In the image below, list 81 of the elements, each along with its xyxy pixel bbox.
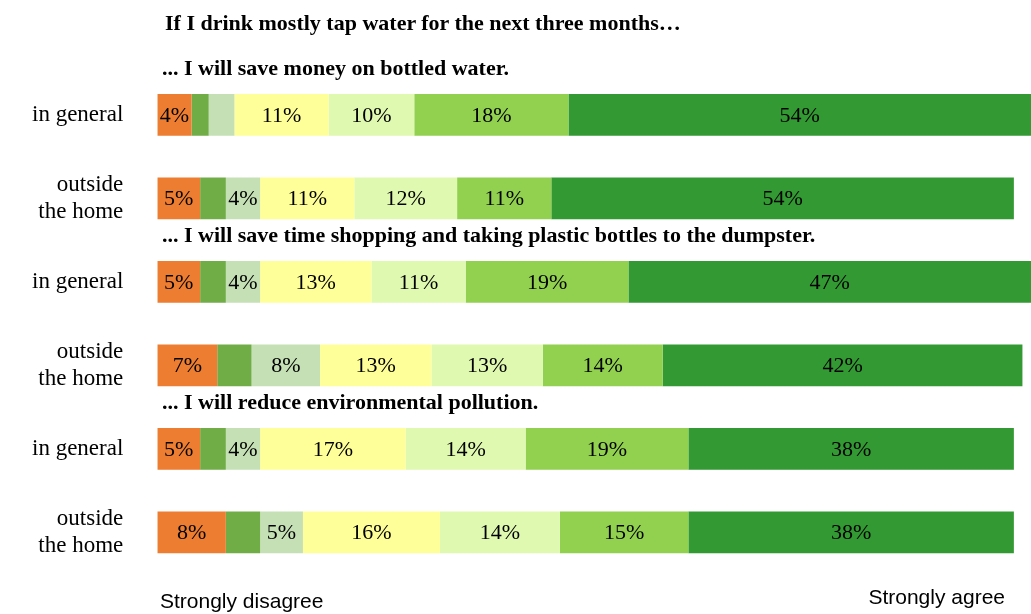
data-label: 47%: [809, 268, 850, 294]
bar: [260, 428, 406, 470]
data-label: 54%: [762, 185, 803, 211]
data-label: 11%: [287, 185, 327, 211]
bar: [551, 177, 1014, 220]
y-tick-label: outside the home: [38, 504, 124, 558]
text: Strongly agree: [868, 585, 1005, 608]
bar: [302, 511, 440, 554]
data-label: 19%: [586, 435, 628, 461]
data-label: 42%: [822, 352, 863, 378]
annotation: ... I will reduce environmental pollution.: [162, 389, 539, 415]
bar: [465, 260, 629, 303]
data-label: 38%: [830, 519, 872, 545]
data-label: 10%: [351, 101, 392, 127]
bar: [414, 93, 569, 136]
bar: [688, 511, 1014, 554]
bar: [457, 177, 552, 220]
bar: [200, 260, 226, 303]
y-tick-label: in general: [31, 434, 124, 460]
data-label: 11%: [398, 268, 439, 294]
data-label: 14%: [445, 435, 486, 461]
bar: [371, 260, 466, 303]
chart-title: If I drink mostly tap water for the next three months…: [165, 10, 681, 35]
bar: [542, 344, 663, 387]
y-tick-label: in general: [31, 267, 124, 293]
annotation: ... I will save time shopping and taking plastic bottles to the dumpster.: [162, 222, 816, 248]
data-label: 13%: [295, 268, 336, 294]
data-label: 38%: [830, 435, 872, 461]
data-label: 13%: [466, 352, 508, 378]
bar: [157, 511, 226, 554]
y-tick-label: outside the home: [38, 337, 124, 391]
data-label: 54%: [779, 101, 820, 127]
data-label: 4%: [228, 185, 258, 211]
bar: [200, 428, 226, 470]
data-label: 4%: [228, 435, 258, 461]
bar: [568, 93, 1031, 136]
bar: [260, 177, 355, 220]
data-label: 19%: [526, 268, 568, 294]
data-label: 7%: [172, 352, 202, 378]
text: Strongly disagree: [160, 589, 324, 612]
data-label: 5%: [164, 185, 194, 211]
bar: [354, 177, 458, 220]
data-label: 18%: [471, 101, 512, 127]
data-label: 14%: [582, 352, 623, 378]
bar: [662, 344, 1023, 387]
data-label: 5%: [164, 268, 194, 294]
bar: [559, 511, 689, 554]
bar: [628, 260, 1031, 303]
bar: [525, 428, 689, 470]
data-label: 14%: [479, 519, 521, 545]
bar: [320, 344, 432, 387]
bar: [439, 511, 560, 554]
data-label: 5%: [164, 435, 194, 461]
annotation: ... I will save money on bottled water.: [162, 55, 509, 80]
bar: [251, 344, 321, 387]
data-label: 8%: [271, 352, 301, 378]
bar: [208, 93, 235, 136]
bar: [431, 344, 543, 387]
bar: [688, 428, 1014, 470]
y-tick-label: outside the home: [38, 170, 124, 224]
bar: [217, 344, 252, 387]
data-label: 11%: [484, 185, 524, 211]
data-label: 15%: [603, 519, 645, 545]
bar: [225, 511, 261, 554]
data-label: 16%: [351, 519, 392, 545]
data-label: 4%: [159, 101, 190, 127]
bar: [260, 260, 372, 303]
data-label: 17%: [312, 435, 354, 461]
data-label: 11%: [261, 101, 302, 127]
data-label: 8%: [176, 519, 207, 545]
y-tick-label: in general: [31, 100, 124, 126]
bar: [191, 93, 209, 136]
data-label: 5%: [266, 519, 297, 545]
data-label: 4%: [228, 268, 258, 294]
data-label: 12%: [385, 185, 426, 211]
bar: [200, 177, 226, 220]
bar: [405, 428, 526, 470]
bar: [157, 344, 218, 387]
bar: [328, 93, 415, 136]
bar: [234, 93, 329, 136]
data-label: 13%: [355, 352, 396, 378]
